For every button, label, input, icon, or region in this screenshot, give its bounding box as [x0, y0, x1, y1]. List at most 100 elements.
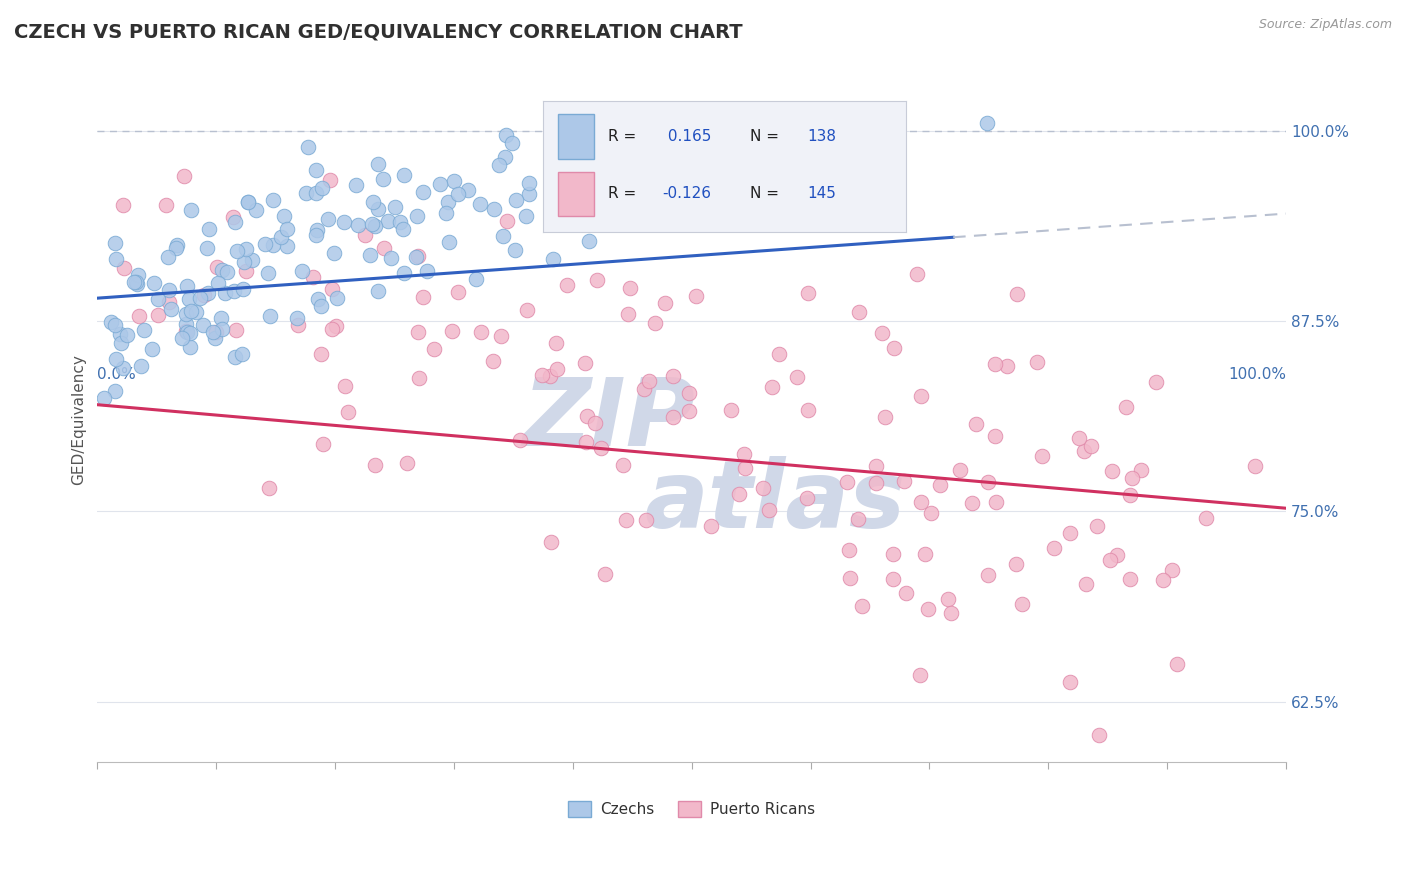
Point: [128, 309, 150, 323]
Point: [1161, 563, 1184, 577]
Point: [1005, 558, 1028, 572]
Point: [257, 481, 280, 495]
Point: [505, 193, 527, 207]
Point: [929, 478, 952, 492]
Point: [768, 347, 790, 361]
Point: [157, 250, 180, 264]
Point: [211, 263, 233, 277]
Point: [633, 382, 655, 396]
Point: [437, 235, 460, 250]
Point: [1144, 375, 1167, 389]
Point: [148, 293, 170, 307]
Point: [1059, 525, 1081, 540]
Point: [311, 347, 333, 361]
Point: [557, 278, 579, 293]
Point: [406, 325, 429, 339]
Point: [515, 209, 537, 223]
Point: [1031, 449, 1053, 463]
Point: [446, 186, 468, 201]
Point: [1152, 573, 1174, 587]
Point: [644, 316, 666, 330]
Point: [179, 292, 201, 306]
Point: [295, 186, 318, 200]
Point: [104, 236, 127, 251]
Point: [538, 369, 561, 384]
Point: [488, 158, 510, 172]
Point: [159, 302, 181, 317]
Point: [1074, 577, 1097, 591]
Point: [373, 241, 395, 255]
Point: [758, 503, 780, 517]
Point: [1166, 657, 1188, 671]
Point: [301, 269, 323, 284]
Point: [612, 169, 634, 184]
Point: [304, 163, 326, 178]
Point: [983, 429, 1005, 443]
Point: [245, 202, 267, 217]
Point: [541, 252, 564, 266]
Point: [232, 254, 254, 268]
Point: [470, 325, 492, 339]
Point: [304, 186, 326, 201]
Point: [115, 328, 138, 343]
Point: [323, 246, 346, 260]
Point: [1115, 400, 1137, 414]
Point: [225, 323, 247, 337]
Point: [111, 360, 134, 375]
Point: [380, 251, 402, 265]
Point: [193, 288, 215, 302]
Point: [215, 265, 238, 279]
Point: [481, 353, 503, 368]
Point: [180, 202, 202, 217]
Point: [939, 607, 962, 621]
Point: [316, 211, 339, 226]
Point: [837, 543, 859, 558]
Point: [620, 147, 643, 161]
Point: [976, 475, 998, 489]
Point: [744, 116, 766, 130]
Text: CZECH VS PUERTO RICAN GED/EQUIVALENCY CORRELATION CHART: CZECH VS PUERTO RICAN GED/EQUIVALENCY CO…: [14, 22, 742, 41]
Point: [1011, 597, 1033, 611]
Point: [176, 278, 198, 293]
Point: [236, 195, 259, 210]
Point: [259, 309, 281, 323]
Point: [111, 198, 134, 212]
Point: [325, 318, 347, 333]
Point: [364, 458, 387, 472]
Point: [405, 250, 427, 264]
Point: [353, 228, 375, 243]
Point: [540, 535, 562, 549]
Point: [734, 460, 756, 475]
Point: [977, 568, 1000, 582]
Point: [231, 347, 253, 361]
Point: [242, 253, 264, 268]
Point: [835, 475, 858, 489]
Point: [165, 240, 187, 254]
Point: [910, 389, 932, 403]
Point: [612, 458, 634, 472]
Point: [616, 307, 638, 321]
Point: [207, 277, 229, 291]
Point: [225, 244, 247, 258]
Point: [273, 209, 295, 223]
Point: [406, 249, 429, 263]
Point: [591, 442, 613, 456]
Point: [1007, 287, 1029, 301]
Point: [214, 286, 236, 301]
Point: [287, 318, 309, 333]
Point: [619, 130, 641, 145]
Point: [222, 284, 245, 298]
Point: [412, 290, 434, 304]
Point: [873, 116, 896, 130]
Point: [986, 495, 1008, 509]
Point: [770, 116, 793, 130]
Text: Source: ZipAtlas.com: Source: ZipAtlas.com: [1258, 18, 1392, 31]
Point: [394, 169, 416, 183]
Point: [180, 303, 202, 318]
Point: [408, 371, 430, 385]
Point: [585, 416, 607, 430]
Point: [224, 350, 246, 364]
Point: [434, 206, 457, 220]
Point: [437, 194, 460, 209]
Point: [307, 292, 329, 306]
